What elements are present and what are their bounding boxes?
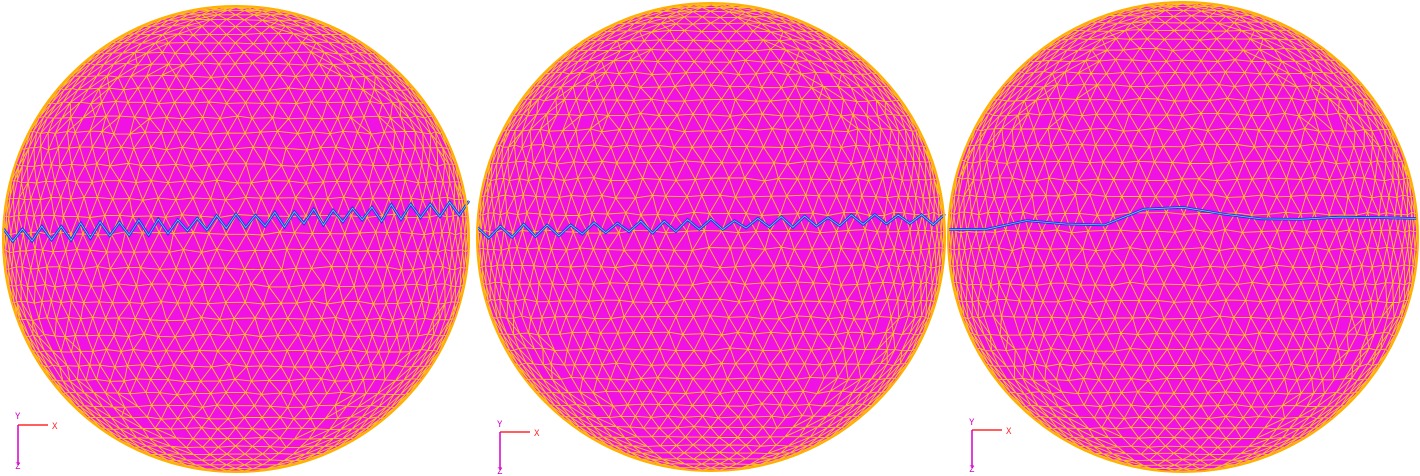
axis-triad-svg: Y X Z xyxy=(497,420,540,476)
axis-z-label: Z xyxy=(969,465,975,475)
axis-x-label: X xyxy=(52,422,58,432)
sphere-panel-2: Y X Z xyxy=(474,0,948,476)
axis-triad-svg: Y X Z xyxy=(969,418,1012,475)
mesh-sphere xyxy=(476,2,946,472)
axis-y-label: Y xyxy=(15,412,21,422)
axis-triad: Y X Z xyxy=(966,416,1026,476)
axis-z-label: Z xyxy=(497,467,503,476)
sphere-outline xyxy=(476,2,946,472)
axis-triad-svg: Y X Z xyxy=(15,412,58,471)
axis-y-label: Y xyxy=(497,420,503,430)
mesh-sphere xyxy=(1,5,471,473)
axis-x-label: X xyxy=(1006,427,1012,437)
mesh-sphere xyxy=(947,1,1419,473)
axis-triad: Y X Z xyxy=(494,418,554,476)
sphere-outline xyxy=(947,1,1419,473)
equator-seam-highlight xyxy=(2,200,470,242)
axis-x-label: X xyxy=(534,429,540,439)
axis-y-label: Y xyxy=(969,418,975,428)
equator-seam-highlight xyxy=(947,206,1419,230)
sphere-panel-3: Y X Z xyxy=(946,0,1420,476)
axis-triad: Y X Z xyxy=(12,405,72,471)
equator-seam-highlight xyxy=(476,213,946,239)
sphere-outline xyxy=(2,5,470,473)
axis-z-label: Z xyxy=(15,462,21,471)
sphere-panel-1: Y X Z xyxy=(0,0,472,476)
